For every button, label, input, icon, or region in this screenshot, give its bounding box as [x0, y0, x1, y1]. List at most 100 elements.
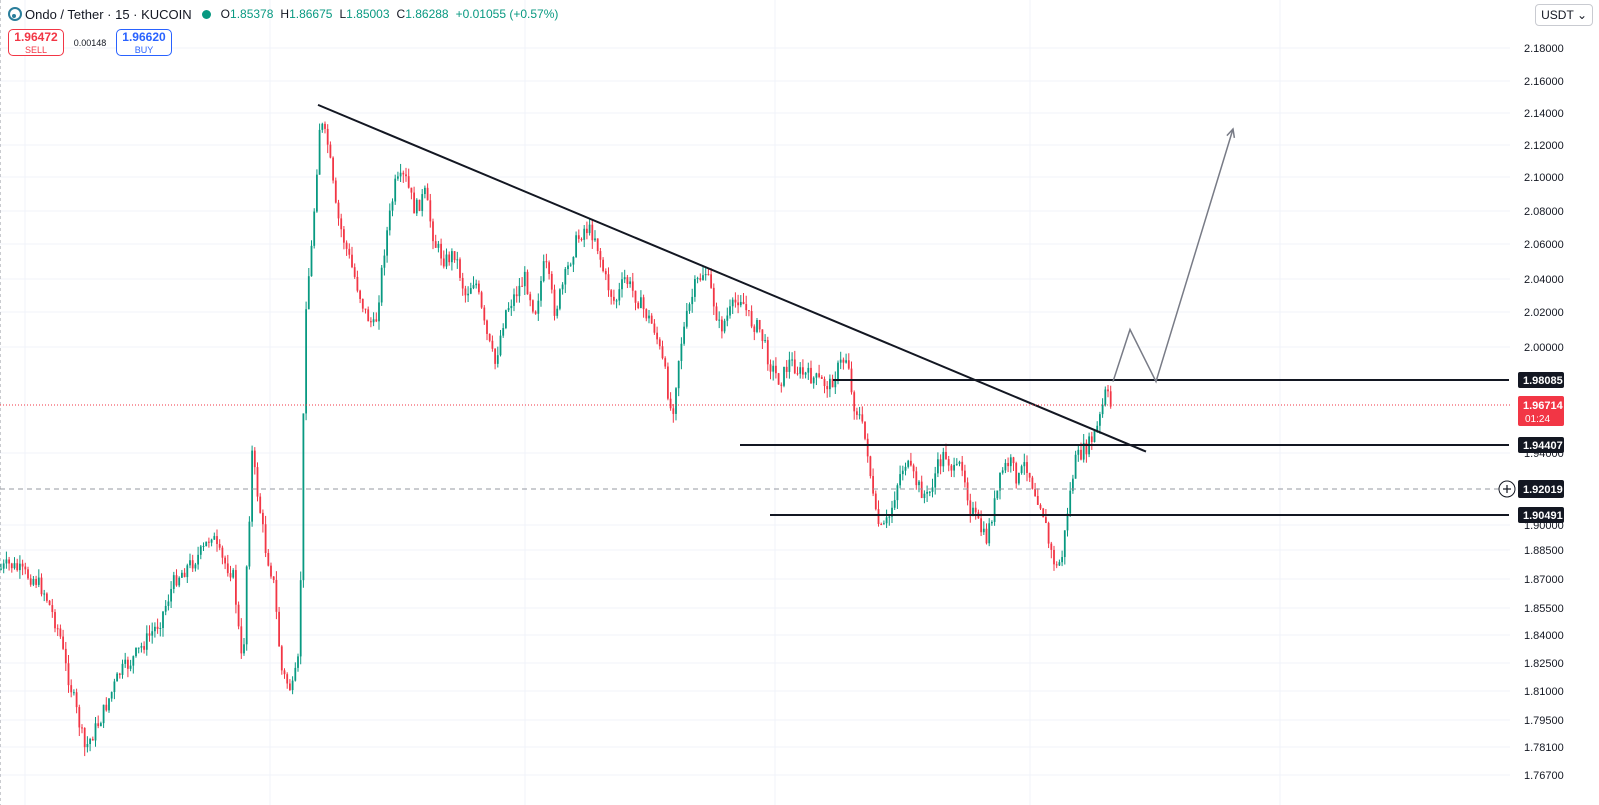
candle-body — [245, 566, 248, 645]
candle-body — [283, 670, 286, 675]
candle-body — [721, 319, 723, 332]
candle-body — [94, 723, 97, 741]
candle-body — [73, 692, 75, 694]
candle-body — [1023, 462, 1026, 467]
buy-button[interactable]: 1.96620 BUY — [116, 29, 172, 56]
candle-body — [874, 493, 877, 510]
price-tick-label: 1.79500 — [1524, 715, 1564, 727]
candle-body — [569, 264, 572, 266]
candle-body — [923, 493, 926, 499]
candle-body — [135, 647, 137, 657]
price-tick-label: 1.82500 — [1524, 658, 1564, 670]
currency-selector[interactable]: USDT ⌄ — [1535, 4, 1593, 26]
candle-body — [259, 496, 262, 513]
candle-body — [858, 414, 861, 416]
price-axis[interactable]: 2.18000 2.16000 2.14000 2.12000 2.10000 2.080… — [1498, 0, 1599, 805]
candle-body — [702, 275, 704, 280]
candle-body — [191, 560, 194, 569]
candle-body — [880, 524, 883, 526]
candle-body — [788, 359, 791, 372]
candle-body — [559, 289, 561, 309]
candle-body — [267, 553, 270, 566]
candle-body — [980, 518, 982, 533]
candle-body — [1028, 472, 1031, 478]
price-tick-label: 2.16000 — [1524, 76, 1564, 88]
candle-body — [1109, 391, 1112, 407]
candle-body — [710, 274, 712, 288]
candle-body — [75, 692, 78, 708]
candle-body — [1093, 430, 1096, 442]
symbol-title[interactable]: Ondo / Tether · 15 · KUCOIN — [25, 6, 192, 22]
candle-body — [356, 276, 359, 291]
candle-body — [421, 194, 424, 211]
candle-body — [1047, 523, 1050, 544]
candle-body — [847, 360, 850, 369]
candle-body — [807, 367, 810, 373]
candle-body — [472, 285, 475, 289]
candle-body — [478, 283, 480, 293]
drawings[interactable] — [0, 103, 1510, 516]
candle-body — [934, 473, 937, 488]
candle-body — [162, 611, 164, 628]
candle-body — [316, 174, 318, 212]
candle-body — [942, 451, 945, 467]
candle-body — [1026, 462, 1028, 473]
candle-body — [594, 238, 596, 241]
candle-body — [791, 359, 793, 361]
price-tick-label: 2.00000 — [1524, 342, 1564, 354]
candle-body — [1004, 462, 1007, 471]
candle-body — [81, 727, 83, 729]
high-value: 1.86675 — [289, 7, 333, 21]
candle-body — [912, 465, 915, 472]
candle-body — [634, 290, 637, 303]
candle-body — [483, 307, 486, 321]
candle-body — [856, 411, 858, 415]
candle-body — [253, 450, 256, 468]
candle-body — [2, 563, 5, 569]
candle-body — [1058, 562, 1061, 566]
candle-body — [1055, 564, 1058, 566]
candle-body — [653, 323, 656, 333]
candle-body — [1001, 470, 1004, 473]
candle-body — [124, 659, 127, 664]
candle-body — [164, 605, 167, 612]
candle-body — [89, 738, 91, 745]
candle-body — [661, 346, 664, 359]
candle-body — [580, 238, 583, 240]
candle-body — [726, 315, 729, 321]
candle-body — [866, 438, 869, 457]
candle-body — [302, 413, 305, 581]
candle-body — [812, 377, 815, 384]
candle-body — [915, 471, 918, 486]
candle-body — [596, 238, 599, 252]
candle-body — [424, 187, 426, 195]
candle-body — [688, 304, 691, 311]
candle-body — [326, 128, 329, 145]
candle-body — [637, 302, 640, 309]
price-tick-label: 1.84000 — [1524, 630, 1564, 642]
price-tick-label: 2.06000 — [1524, 239, 1564, 251]
add-alert-icon[interactable] — [1498, 480, 1516, 498]
level-price-tag — [1518, 372, 1564, 388]
candle-body — [537, 300, 540, 314]
candle-body — [226, 563, 229, 574]
candle-body — [56, 628, 59, 630]
last-price-tag — [1518, 396, 1564, 426]
candle-body — [297, 656, 299, 668]
candle-body — [116, 673, 118, 682]
candle-body — [216, 536, 218, 545]
candle-body — [445, 254, 448, 267]
candle-body — [37, 577, 40, 585]
candle-body — [467, 293, 469, 296]
candle-body — [839, 359, 842, 363]
candle-body — [572, 256, 575, 265]
sell-button[interactable]: 1.96472 SELL — [8, 29, 64, 56]
candle-body — [883, 523, 885, 525]
low-value: 1.85003 — [346, 7, 390, 21]
candle-body — [337, 202, 340, 219]
candle-body — [19, 563, 21, 571]
candle-body — [1012, 457, 1015, 464]
projection-path[interactable] — [1112, 128, 1234, 384]
trendline[interactable] — [317, 103, 1147, 453]
